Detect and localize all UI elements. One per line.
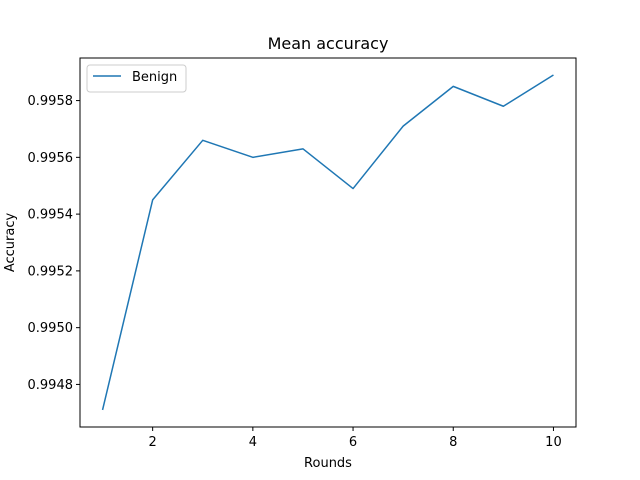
x-axis-label: Rounds	[304, 456, 352, 471]
y-axis-ticks: 0.9948 0.9950 0.9952 0.9954 0.9956 0.9958	[28, 94, 80, 393]
x-tick-label: 8	[449, 435, 457, 450]
x-tick-label: 10	[545, 435, 562, 450]
y-tick-label: 0.9952	[28, 264, 74, 279]
legend-label-benign: Benign	[132, 70, 177, 85]
x-axis-ticks: 2 4 6 8 10	[149, 427, 562, 450]
legend-box	[86, 64, 187, 93]
plot-border	[79, 57, 577, 428]
x-tick-label: 6	[349, 435, 357, 450]
series-lines	[101, 74, 554, 411]
y-tick-label: 0.9948	[28, 378, 74, 393]
series-line-benign	[101, 74, 554, 411]
plot-area	[80, 58, 576, 427]
y-tick-label: 0.9954	[28, 208, 74, 223]
y-tick-label: 0.9950	[28, 321, 74, 336]
y-axis-label: Accuracy	[3, 213, 18, 273]
chart-title: Mean accuracy	[268, 34, 389, 53]
legend: Benign	[86, 64, 187, 93]
x-tick-label: 4	[249, 435, 257, 450]
y-tick-label: 0.9958	[28, 94, 74, 109]
x-tick-label: 2	[149, 435, 157, 450]
y-tick-label: 0.9956	[28, 151, 74, 166]
